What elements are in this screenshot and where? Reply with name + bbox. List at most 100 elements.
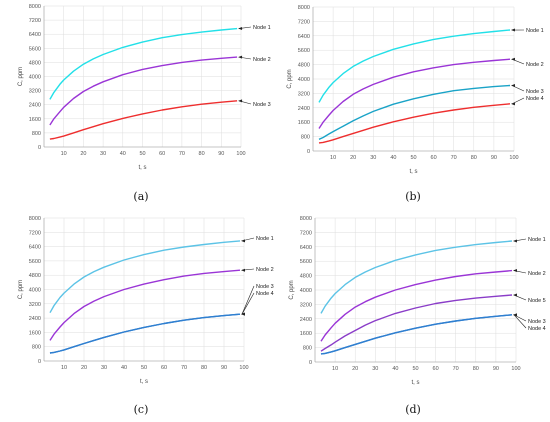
y-tick-label: 1600	[298, 120, 310, 126]
node-label-node-2: Node 2	[256, 267, 274, 273]
node-label-node-2: Node 2	[526, 62, 544, 68]
y-tick-label: 7200	[29, 18, 41, 24]
y-tick-label: 1600	[29, 117, 41, 123]
x-tick-label: 10	[61, 365, 67, 371]
node-arrowhead	[238, 27, 243, 31]
y-axis-label: C, ppm	[18, 280, 24, 299]
y-axis-label: C, ppm	[18, 67, 24, 86]
chart-panel-2: 0 800 1600 2400 3200 4000 4800 5600 6400 7200 8000…	[287, 5, 544, 203]
y-tick-label: 7200	[300, 230, 312, 236]
node-label-node-3: Node 3	[256, 284, 274, 290]
x-tick-label: 100	[511, 366, 520, 372]
node-arrowhead	[510, 57, 515, 61]
series-line-node-2	[320, 269, 513, 342]
node-label-node-4: Node 4	[256, 291, 274, 297]
x-tick-label: 50	[139, 151, 145, 157]
x-tick-label: 80	[201, 365, 207, 371]
node-arrowhead	[512, 239, 517, 243]
x-tick-label: 20	[352, 366, 358, 372]
x-tick-label: 60	[433, 366, 439, 372]
node-arrowhead	[241, 268, 245, 272]
y-tick-label: 5600	[29, 46, 41, 52]
node-arrowhead	[512, 313, 517, 317]
y-tick-label: 800	[303, 346, 312, 352]
y-tick-label: 4800	[300, 274, 312, 280]
node-arrowhead	[510, 102, 515, 106]
node-label-node-3: Node 3	[528, 319, 546, 325]
x-tick-label: 10	[332, 366, 338, 372]
x-tick-label: 90	[493, 366, 499, 372]
chart-panel-1: 0 800 1600 2400 3200 4000 4800 5600 6400 7200 8000…	[18, 4, 271, 203]
x-tick-label: 60	[159, 151, 165, 157]
series-line-node-1	[318, 29, 511, 103]
x-tick-label: 30	[372, 366, 378, 372]
x-tick-label: 10	[330, 155, 336, 161]
x-tick-label: 90	[221, 365, 227, 371]
y-tick-label: 8000	[298, 5, 310, 11]
series-line-node-2	[318, 58, 511, 129]
y-tick-label: 0	[38, 145, 41, 151]
node-label-node-1: Node 1	[526, 28, 544, 34]
x-tick-label: 40	[120, 151, 126, 157]
node-label-node-1: Node 1	[253, 25, 271, 31]
y-tick-label: 2400	[298, 106, 310, 112]
y-tick-label: 7200	[298, 19, 310, 25]
node-arrowhead	[512, 293, 517, 297]
y-tick-label: 2400	[29, 316, 41, 322]
y-tick-label: 800	[301, 135, 310, 141]
node-label-node-1: Node 1	[528, 237, 546, 243]
y-tick-label: 6400	[29, 32, 41, 38]
y-tick-label: 3200	[29, 302, 41, 308]
x-tick-label: 70	[179, 151, 185, 157]
x-tick-label: 40	[392, 366, 398, 372]
node-arrowhead	[241, 312, 245, 316]
node-arrowhead	[238, 55, 243, 59]
y-tick-label: 4000	[29, 75, 41, 81]
x-tick-label: 30	[370, 155, 376, 161]
y-tick-label: 6400	[29, 245, 41, 251]
x-tick-label: 50	[412, 366, 418, 372]
y-tick-label: 4800	[298, 63, 310, 69]
node-arrowhead	[238, 99, 243, 103]
series-line-node-3	[320, 314, 513, 355]
series-line-node-4	[320, 314, 513, 355]
x-tick-label: 50	[410, 155, 416, 161]
series-line-node-3	[49, 100, 238, 140]
node-label-node-3: Node 3	[253, 102, 271, 108]
series-line-node-5	[320, 294, 513, 352]
node-arrowhead	[510, 28, 515, 32]
node-arrow	[513, 314, 527, 329]
panel-caption: (b)	[405, 190, 421, 203]
x-tick-label: 40	[390, 155, 396, 161]
x-tick-label: 100	[239, 365, 248, 371]
x-tick-label: 30	[100, 151, 106, 157]
y-tick-label: 8000	[300, 216, 312, 222]
series-line-node-1	[320, 240, 513, 314]
y-tick-label: 800	[32, 345, 41, 351]
x-tick-label: 20	[81, 365, 87, 371]
y-tick-label: 4800	[29, 273, 41, 279]
series-line-node-4	[318, 103, 511, 144]
y-axis-label: C, ppm	[287, 69, 293, 88]
y-tick-label: 7200	[29, 230, 41, 236]
y-tick-label: 3200	[300, 302, 312, 308]
node-label-node-4: Node 4	[526, 96, 544, 102]
y-tick-label: 1600	[300, 331, 312, 337]
x-tick-label: 20	[350, 155, 356, 161]
x-tick-label: 90	[491, 155, 497, 161]
panel-caption: (a)	[133, 190, 148, 203]
x-tick-label: 80	[199, 151, 205, 157]
panel-caption: (d)	[405, 403, 421, 416]
series-line-node-4	[49, 313, 241, 354]
x-tick-label: 10	[61, 151, 67, 157]
node-arrow	[241, 292, 255, 315]
y-tick-label: 5600	[29, 259, 41, 265]
y-tick-label: 2400	[300, 317, 312, 323]
x-axis-label: t, s	[411, 380, 419, 386]
x-tick-label: 20	[80, 151, 86, 157]
x-tick-label: 40	[121, 365, 127, 371]
node-arrowhead	[241, 239, 245, 243]
x-tick-label: 70	[453, 366, 459, 372]
node-arrowhead	[510, 83, 515, 87]
x-tick-label: 100	[236, 151, 245, 157]
